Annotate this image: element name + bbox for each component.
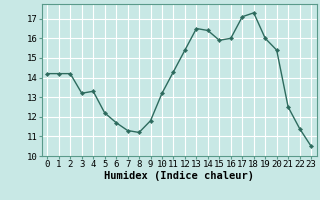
X-axis label: Humidex (Indice chaleur): Humidex (Indice chaleur) bbox=[104, 171, 254, 181]
